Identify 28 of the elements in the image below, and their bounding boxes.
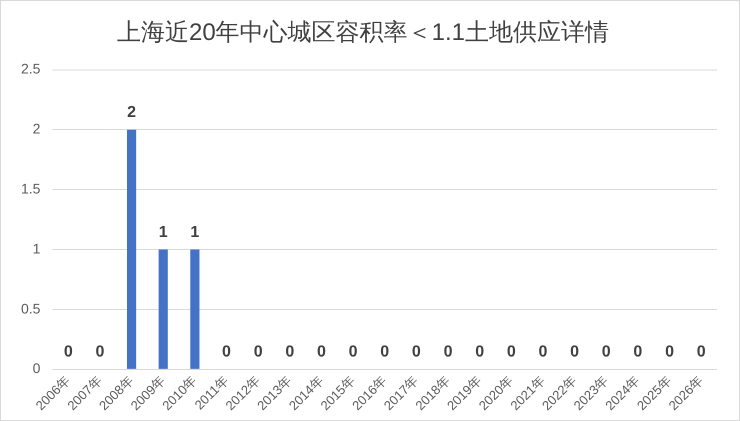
data-label: 0 xyxy=(538,344,548,361)
data-label: 2 xyxy=(127,104,136,122)
chart-title: 上海近20年中心城区容积率＜1.1土地供应详情 xyxy=(116,19,610,46)
y-tick-label: 1.5 xyxy=(20,180,41,196)
data-label: 0 xyxy=(222,344,232,361)
data-label: 0 xyxy=(254,344,263,361)
data-label: 0 xyxy=(665,344,674,361)
data-label: 0 xyxy=(64,344,73,361)
y-tick-label: 0.5 xyxy=(20,300,41,316)
data-label: 0 xyxy=(696,344,706,361)
data-label: 0 xyxy=(285,344,294,361)
data-label: 0 xyxy=(444,344,453,361)
data-label: 1 xyxy=(158,224,168,241)
data-label: 0 xyxy=(475,344,484,361)
data-label: 1 xyxy=(190,224,200,241)
data-label: 0 xyxy=(95,344,104,361)
data-label: 0 xyxy=(570,344,580,361)
data-label: 0 xyxy=(412,344,421,361)
data-label: 0 xyxy=(316,344,326,361)
data-label: 0 xyxy=(602,344,611,361)
y-tick-label: 2 xyxy=(32,120,41,137)
data-label: 0 xyxy=(380,344,390,361)
y-tick-label: 2.5 xyxy=(20,60,41,77)
y-tick-label: 0 xyxy=(32,360,41,376)
data-label: 0 xyxy=(506,344,516,361)
y-tick-label: 1 xyxy=(32,240,41,256)
data-label: 0 xyxy=(633,344,642,361)
data-label: 0 xyxy=(348,344,358,361)
